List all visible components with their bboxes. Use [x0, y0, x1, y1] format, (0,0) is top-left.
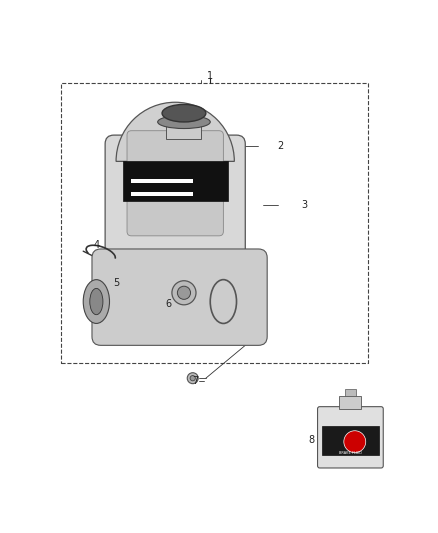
FancyBboxPatch shape	[127, 131, 223, 236]
Bar	[166, 118, 201, 140]
Text: 7: 7	[193, 376, 199, 386]
Ellipse shape	[90, 288, 103, 314]
FancyBboxPatch shape	[92, 249, 267, 345]
Ellipse shape	[110, 104, 241, 271]
Text: 3: 3	[301, 200, 307, 210]
Wedge shape	[116, 102, 234, 161]
Circle shape	[344, 431, 366, 453]
Ellipse shape	[158, 115, 210, 128]
Bar	[339, 395, 361, 409]
Text: 5: 5	[113, 278, 119, 288]
Text: 2: 2	[277, 141, 283, 151]
Ellipse shape	[190, 376, 195, 381]
Text: 4: 4	[93, 240, 99, 251]
Bar	[123, 161, 228, 201]
Bar	[131, 192, 193, 197]
FancyBboxPatch shape	[318, 407, 383, 468]
Ellipse shape	[172, 281, 196, 305]
Text: 6: 6	[166, 298, 172, 309]
Bar	[61, 83, 368, 363]
Ellipse shape	[162, 104, 206, 122]
Bar	[345, 389, 356, 395]
Bar	[322, 426, 379, 455]
Ellipse shape	[177, 286, 191, 300]
Ellipse shape	[83, 280, 110, 324]
Text: 8: 8	[308, 434, 314, 445]
Text: BRAKE FLUID: BRAKE FLUID	[339, 450, 362, 455]
Text: 1: 1	[207, 71, 213, 81]
Ellipse shape	[187, 373, 198, 384]
FancyBboxPatch shape	[105, 135, 245, 293]
Bar	[131, 179, 193, 183]
